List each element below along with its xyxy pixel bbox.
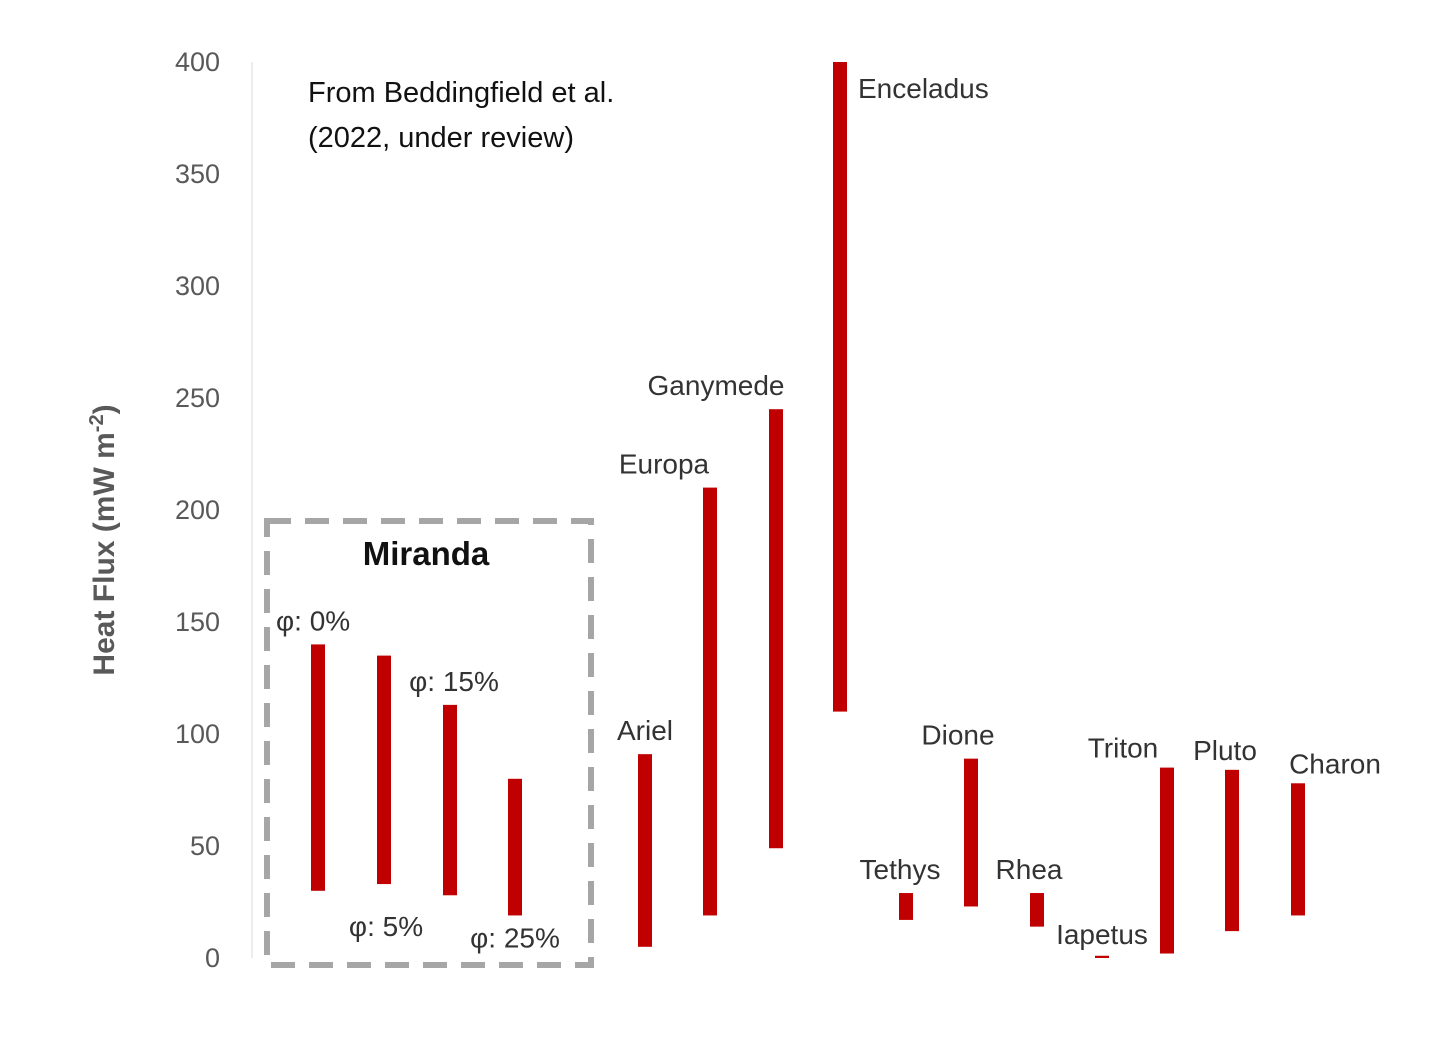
bar-label: φ: 0% [276, 605, 350, 636]
bar-label: Dione [921, 720, 994, 751]
range-bar-enceladus [833, 62, 847, 712]
range-bar-ganymede [769, 409, 783, 849]
y-tick-label: 350 [175, 159, 220, 189]
bar-label: Ariel [617, 715, 673, 746]
bar-label: φ: 5% [349, 911, 423, 942]
bar-label: Triton [1088, 733, 1159, 764]
range-bar-25 [508, 778, 522, 916]
bar-label: Ganymede [648, 370, 785, 401]
bar-label: Tethys [860, 854, 941, 885]
range-bar-pluto [1225, 769, 1239, 932]
y-tick-labels: 0 50 100 150 200 250 300 350 400 [175, 47, 220, 973]
range-bars [311, 62, 1305, 958]
bar-label: φ: 25% [470, 922, 560, 953]
bar-label: Rhea [996, 854, 1063, 885]
range-bar-iapetus [1095, 955, 1109, 958]
range-bar-charon [1291, 783, 1305, 916]
y-tick-label: 250 [175, 383, 220, 413]
y-tick-label: 300 [175, 271, 220, 301]
range-bar-europa [703, 487, 717, 916]
range-bar-tethys [899, 893, 913, 920]
y-tick-label: 400 [175, 47, 220, 77]
range-bar-ariel [638, 754, 652, 947]
range-bar-15 [443, 704, 457, 896]
miranda-group-title: Miranda [363, 535, 490, 572]
range-bar-dione [964, 758, 978, 907]
y-tick-label: 0 [205, 943, 220, 973]
bar-label: Pluto [1193, 735, 1257, 766]
y-axis-title-text: Heat Flux (mW m [88, 432, 121, 675]
source-annotation-line-1: From Beddingfield et al. [308, 77, 614, 109]
y-axis-title-sup: -2 [86, 414, 108, 432]
range-bar-0 [311, 644, 325, 891]
bar-label: Iapetus [1056, 919, 1148, 950]
source-annotation-line-2: (2022, under review) [308, 122, 574, 154]
range-bar-triton [1160, 767, 1174, 954]
bar-label: Europa [619, 449, 710, 480]
range-bar-rhea [1030, 893, 1044, 927]
bar-label: φ: 15% [409, 666, 499, 697]
bar-label: Enceladus [858, 73, 989, 104]
y-tick-label: 150 [175, 607, 220, 637]
miranda-group-box [264, 518, 594, 968]
range-bar-5 [377, 655, 391, 885]
y-tick-label: 50 [190, 831, 220, 861]
bar-labels: φ: 0% φ: 5% φ: 15% φ: 25% Ariel Europa Ganymed… [276, 73, 1381, 953]
y-axis-title-close: ) [88, 404, 121, 414]
y-axis-title: Heat Flux (mW m-2) [86, 404, 121, 675]
y-tick-label: 100 [175, 719, 220, 749]
y-tick-label: 200 [175, 495, 220, 525]
bar-label: Charon [1289, 748, 1381, 779]
